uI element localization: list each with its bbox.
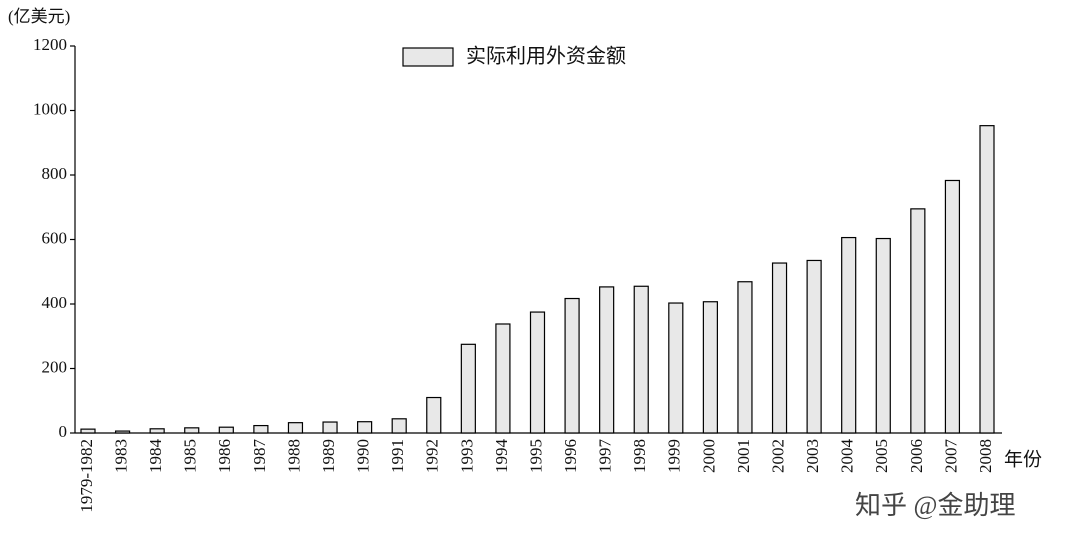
x-tick-label: 2001 xyxy=(734,439,753,473)
bar xyxy=(218,426,234,434)
bar xyxy=(875,237,891,434)
x-tick-label: 1979-1982 xyxy=(77,439,96,513)
x-tick-label: 2002 xyxy=(768,439,787,473)
x-tick-label: 2007 xyxy=(941,439,960,474)
bar xyxy=(529,311,546,434)
x-tick-label: 1986 xyxy=(215,439,234,473)
y-tick-label: 600 xyxy=(42,228,68,247)
x-tick-label: 2000 xyxy=(699,439,718,473)
x-tick-label: 1991 xyxy=(388,439,407,473)
x-tick-label: 2006 xyxy=(907,439,926,473)
bar xyxy=(426,396,442,434)
bar xyxy=(841,236,857,434)
x-tick-label: 1989 xyxy=(319,439,338,473)
bar xyxy=(737,281,753,434)
bar xyxy=(460,343,476,434)
bar xyxy=(495,323,511,434)
x-tick-label: 1994 xyxy=(492,439,511,474)
x-tick-label: 2003 xyxy=(803,439,822,473)
bar xyxy=(114,430,131,434)
bar xyxy=(633,285,649,434)
x-tick-label: 1988 xyxy=(284,439,303,473)
bar xyxy=(944,179,961,434)
bar xyxy=(391,418,407,434)
x-tick-label: 1984 xyxy=(146,439,165,474)
x-tick-label: 2005 xyxy=(872,439,891,473)
x-tick-label: 1996 xyxy=(561,439,580,473)
x-tick-label: 1985 xyxy=(181,439,200,473)
bar xyxy=(910,208,926,434)
x-tick-label: 1983 xyxy=(111,439,130,473)
bar xyxy=(564,297,580,434)
y-tick-label: 200 xyxy=(42,357,68,376)
x-tick-label: 1987 xyxy=(250,439,269,474)
x-tick-label: 1997 xyxy=(596,439,615,474)
y-tick-label: 800 xyxy=(42,164,68,183)
bar xyxy=(771,262,788,434)
bar xyxy=(702,301,718,434)
x-tick-label: 2004 xyxy=(838,439,857,474)
bar xyxy=(287,422,304,434)
x-tick-label: 1999 xyxy=(665,439,684,473)
bar xyxy=(149,428,165,434)
watermark: 知乎 @金助理 xyxy=(855,491,1015,520)
bar xyxy=(599,286,615,434)
y-tick-label: 400 xyxy=(42,293,68,312)
bar xyxy=(80,428,96,434)
y-tick-label: 1000 xyxy=(33,99,67,118)
x-tick-label: 1995 xyxy=(526,439,545,473)
x-tick-label: 2008 xyxy=(976,439,995,473)
y-axis-title: (亿美元) xyxy=(8,7,70,26)
y-tick-label: 1200 xyxy=(33,35,67,54)
x-axis-title: 年份 xyxy=(1004,448,1042,470)
legend-label: 实际利用外资金额 xyxy=(466,45,626,68)
y-tick-label: 0 xyxy=(59,422,68,441)
bar xyxy=(184,427,200,434)
bar xyxy=(806,259,822,434)
legend-swatch xyxy=(402,47,454,67)
bar xyxy=(668,302,684,434)
x-tick-label: 1992 xyxy=(423,439,442,473)
bar xyxy=(979,125,995,434)
bar xyxy=(322,421,338,434)
x-tick-label: 1990 xyxy=(354,439,373,473)
bar xyxy=(253,424,269,434)
x-tick-label: 1998 xyxy=(630,439,649,473)
bar xyxy=(357,421,373,434)
x-tick-label: 1993 xyxy=(457,439,476,473)
